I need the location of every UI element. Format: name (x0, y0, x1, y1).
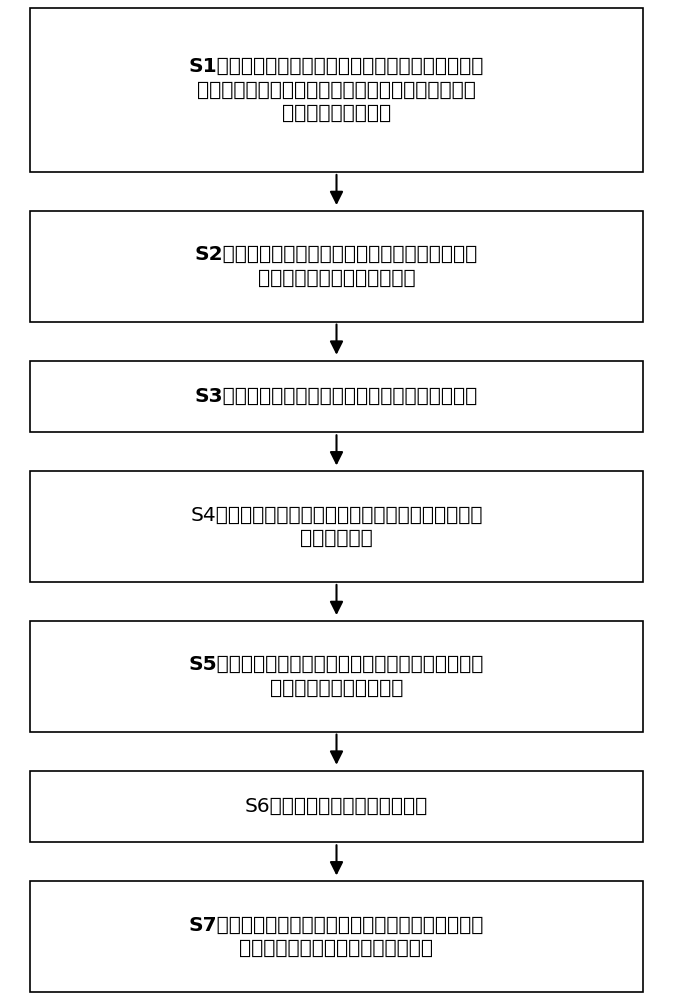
Text: S2：获取煤系地层沉积环境信息和层序地层演化信
息，确定煤系地层岩层特征；: S2：获取煤系地层沉积环境信息和层序地层演化信 息，确定煤系地层岩层特征； (195, 245, 478, 288)
Bar (30, 211, 643, 322)
Bar (30, 771, 643, 842)
Text: S3：获取层序地层单元不同位置的煤层赋存信息；: S3：获取层序地层单元不同位置的煤层赋存信息； (195, 387, 478, 406)
Text: S4：确定整体区域的煤层瓦斯赋存信息和煤层煤与瓦
斯突出信息；: S4：确定整体区域的煤层瓦斯赋存信息和煤层煤与瓦 斯突出信息； (190, 505, 483, 548)
Text: S7：依据煤系地层不同煤层煤与瓦斯突出倾向性程度
不同选择煤与瓦斯突出煤层保护层。: S7：依据煤系地层不同煤层煤与瓦斯突出倾向性程度 不同选择煤与瓦斯突出煤层保护层… (189, 915, 484, 958)
Text: S5：根据煤系地层层序地层划分情况确定不同煤层煤
与瓦斯突出倾向性信息；: S5：根据煤系地层层序地层划分情况确定不同煤层煤 与瓦斯突出倾向性信息； (189, 655, 484, 698)
Text: S1：获取煤系地层沉积体系信息和煤系地层剖面发育
信息，并进行层序地层划分，从而确定出煤系地层不
同段层序地层单元；: S1：获取煤系地层沉积体系信息和煤系地层剖面发育 信息，并进行层序地层划分，从而… (189, 57, 484, 123)
Text: S6：获取地层煤层群分布信息；: S6：获取地层煤层群分布信息； (245, 797, 428, 816)
Bar (30, 8, 643, 172)
Bar (30, 881, 643, 992)
Bar (30, 621, 643, 732)
Bar (30, 471, 643, 582)
Bar (30, 361, 643, 432)
